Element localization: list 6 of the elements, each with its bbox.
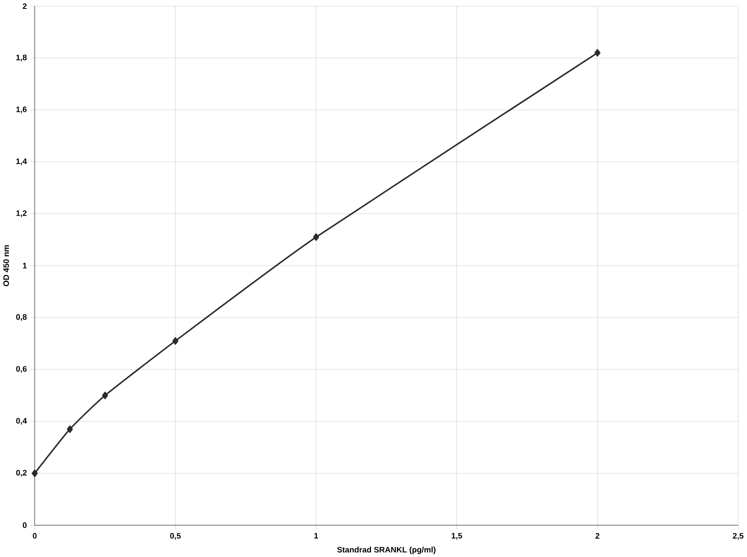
point <box>172 336 178 344</box>
point <box>102 391 108 399</box>
point <box>594 48 600 56</box>
point <box>313 233 320 241</box>
point <box>66 425 73 433</box>
point <box>32 469 38 477</box>
